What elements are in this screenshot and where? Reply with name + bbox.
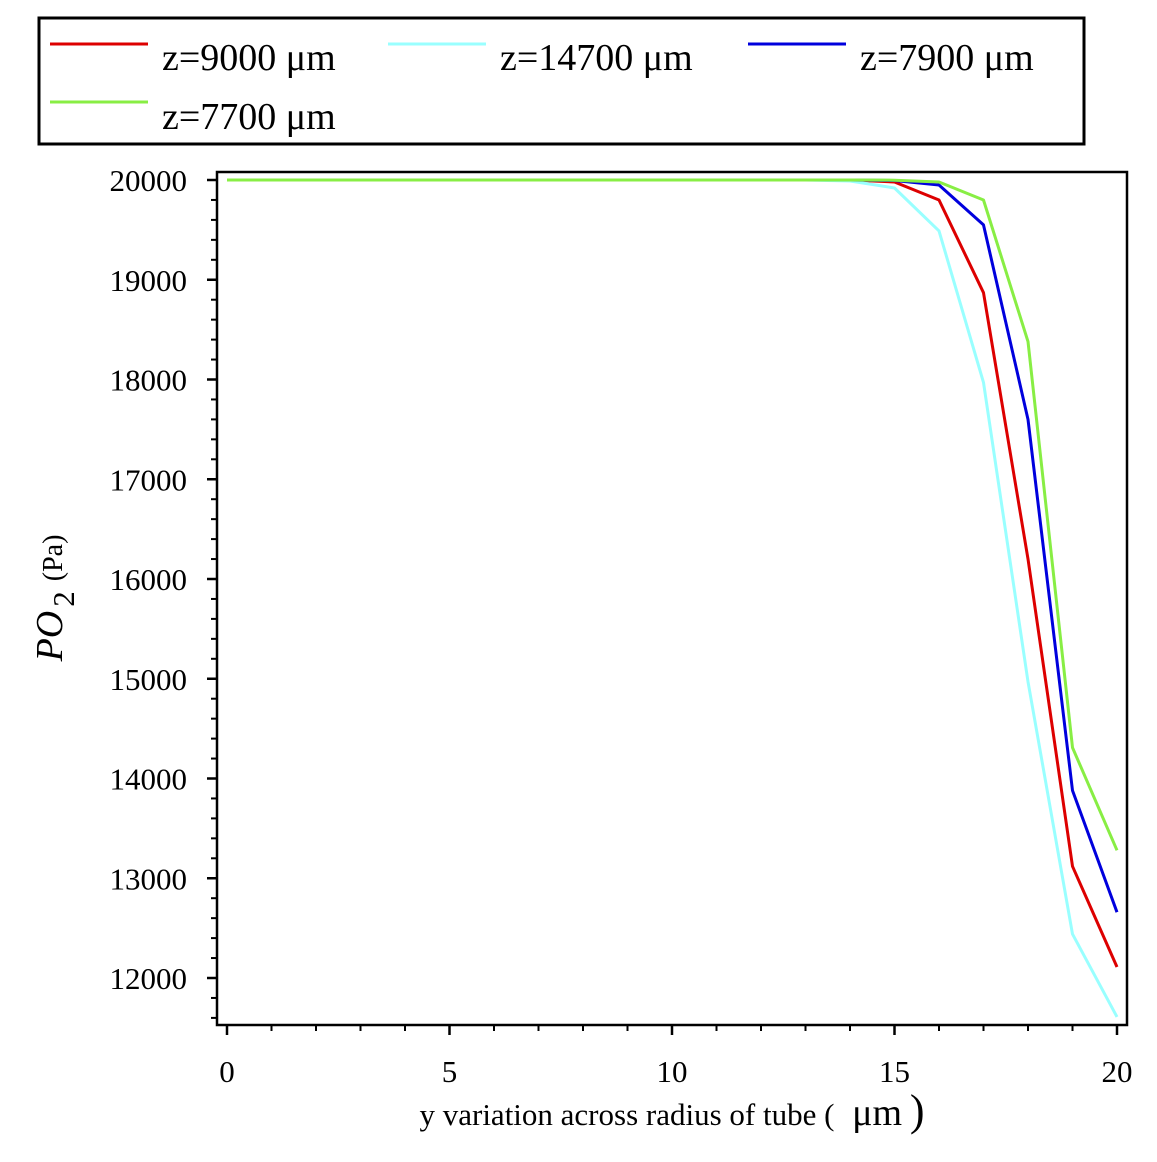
x-tick-label: 20: [1102, 1054, 1133, 1089]
y-tick-label: 20000: [110, 163, 188, 198]
x-tick-label: 0: [219, 1054, 235, 1089]
legend-box: [37, 16, 1086, 146]
y-tick-label: 13000: [110, 861, 188, 896]
y-tick-label: 15000: [110, 662, 188, 697]
y-axis-label: PO 2 (Pa): [29, 535, 81, 663]
y-tick-label: 17000: [110, 462, 188, 497]
series-line-2: [227, 178, 1119, 1018]
x-axis-label-unit: μm: [852, 1092, 902, 1134]
series-line-1: [227, 178, 1119, 968]
x-tick-label: 10: [657, 1054, 688, 1089]
series-layer: [227, 178, 1119, 1018]
x-axis-label-close: ): [910, 1086, 925, 1135]
y-tick-label: 12000: [110, 961, 188, 996]
legend-label: z=7900 μm: [860, 37, 1034, 79]
y-axis-label-symbol: PO: [29, 611, 71, 663]
legend: z=9000 μm z=14700 μm z=7900 μm z=7700 μm: [37, 16, 1086, 146]
y-axis: 12000 13000 14000 15000 16000 17000 18000 19000…: [110, 163, 217, 1019]
x-axis-label: y variation across radius of tube ( μm ): [419, 1086, 924, 1135]
y-tick-label: 19000: [110, 263, 188, 298]
legend-label: z=7700 μm: [162, 96, 336, 138]
y-axis-label-unit: (Pa): [38, 535, 69, 582]
y-tick-label: 16000: [110, 562, 188, 597]
y-tick-label: 14000: [110, 762, 188, 797]
x-tick-label: 5: [442, 1054, 458, 1089]
y-axis-label-subscript: 2: [46, 591, 81, 607]
x-axis-label-text: y variation across radius of tube (: [419, 1097, 834, 1132]
legend-label: z=14700 μm: [500, 37, 693, 79]
plot-area-frame: [215, 170, 1129, 1027]
x-axis: 0 5 10 15 20: [219, 1025, 1133, 1089]
series-line-4: [227, 178, 1119, 851]
legend-label: z=9000 μm: [162, 37, 336, 79]
y-tick-label: 18000: [110, 363, 188, 398]
x-tick-label: 15: [879, 1054, 910, 1089]
